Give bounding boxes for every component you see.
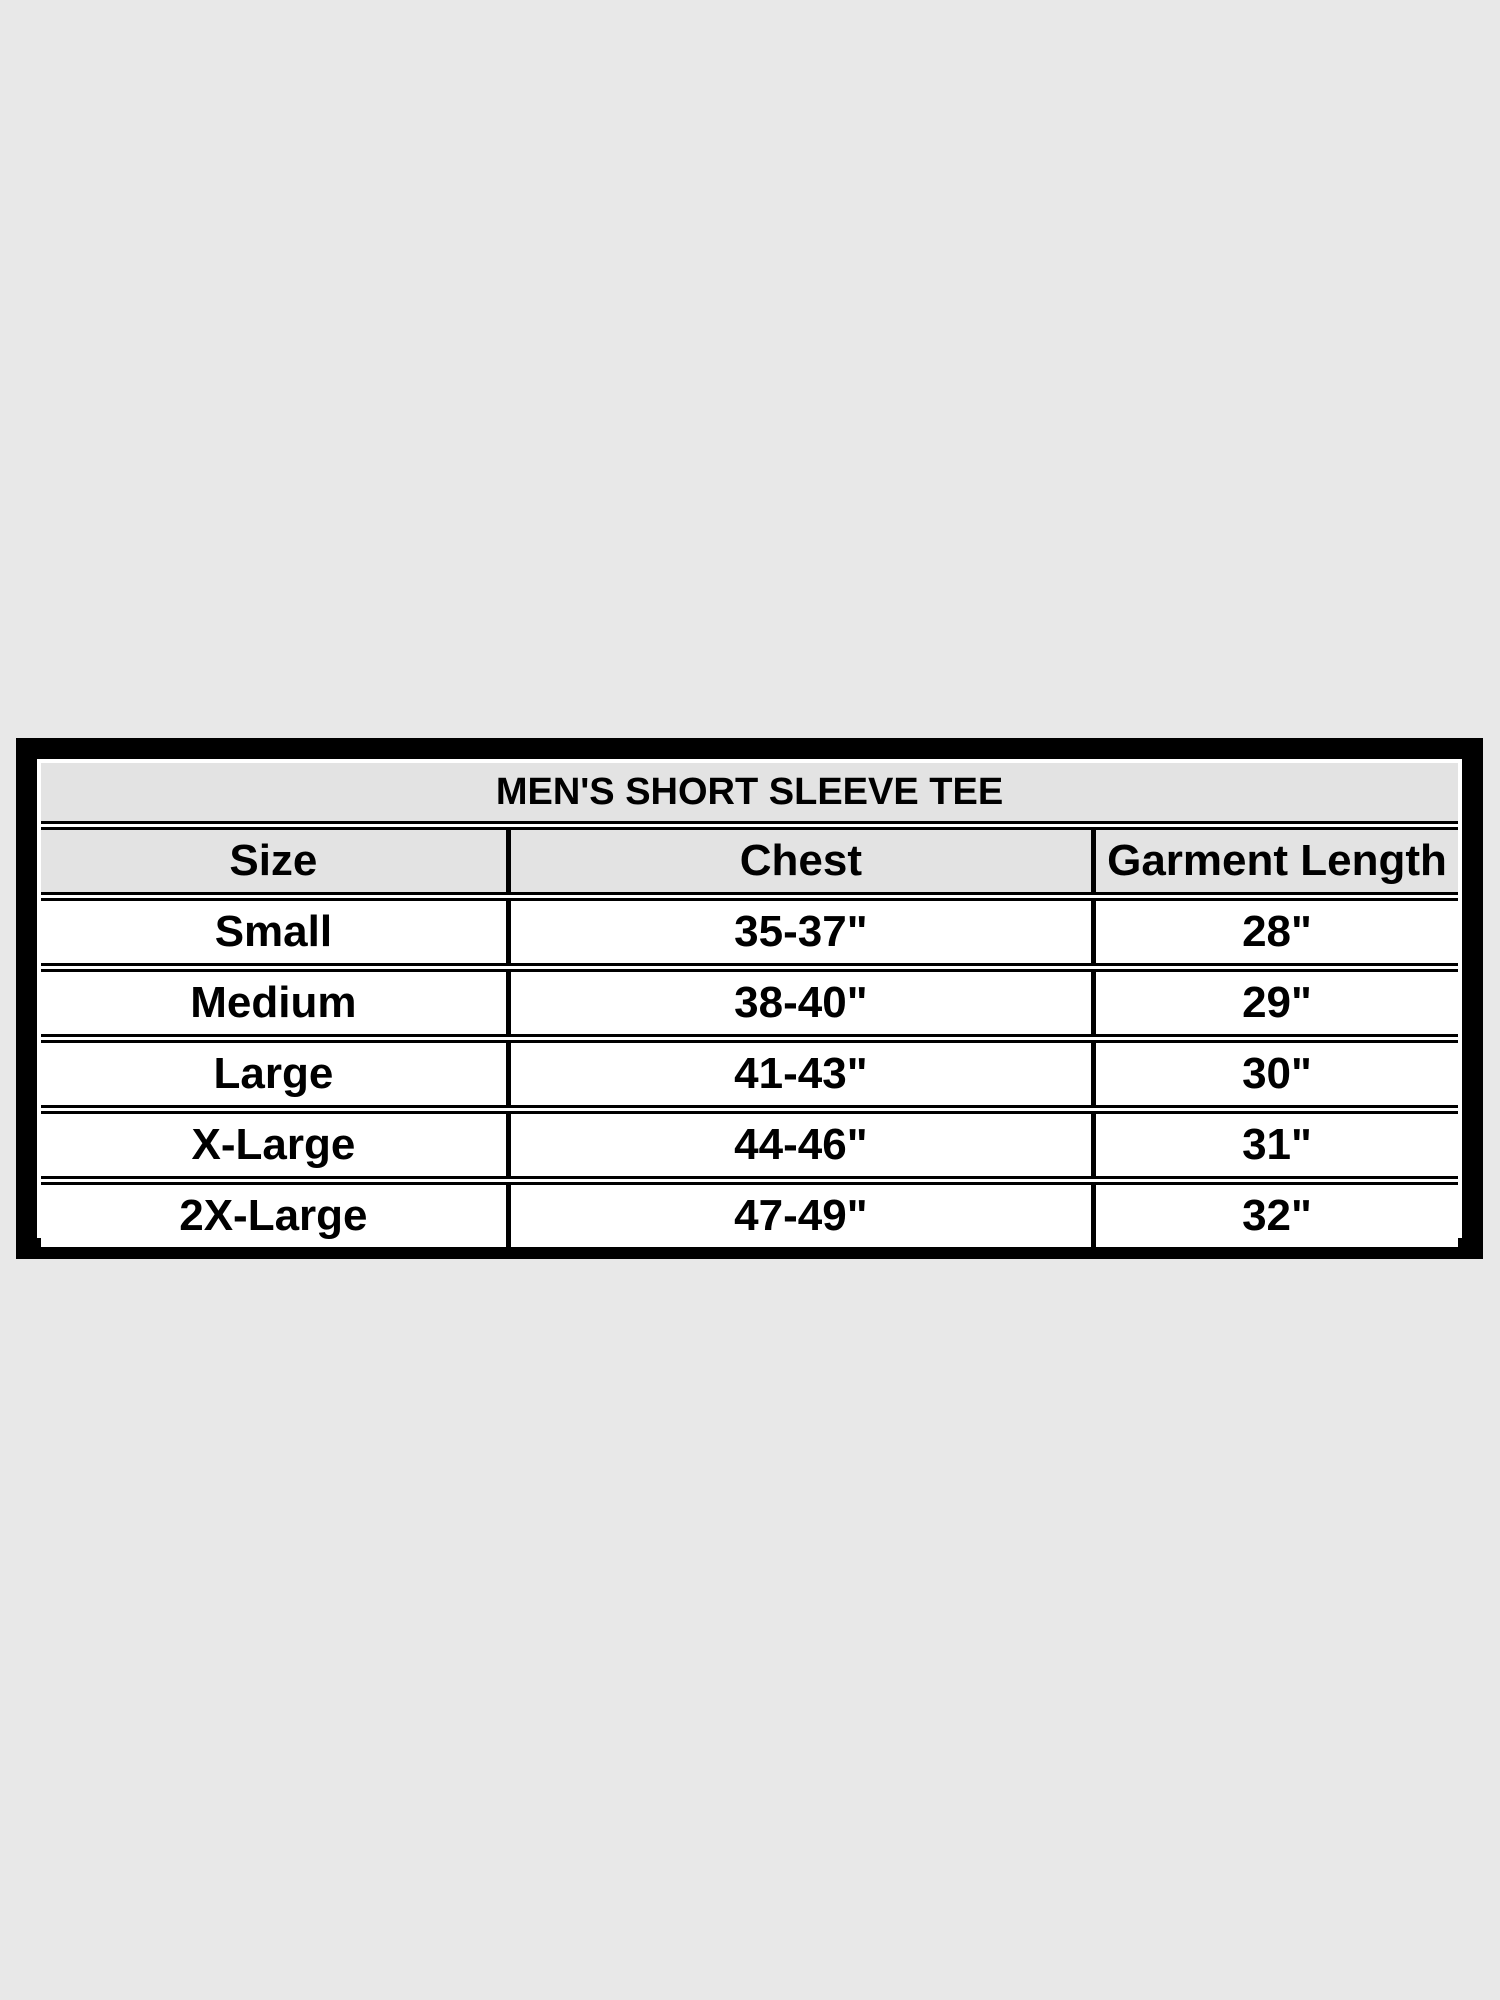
cell-size: 2X-Large — [41, 1182, 506, 1247]
table-row-medium: Medium 38-40" 29" — [41, 969, 1458, 1037]
cell-garment-length: 31" — [1090, 1111, 1458, 1179]
size-chart-title: MEN'S SHORT SLEEVE TEE — [41, 763, 1458, 824]
size-chart: MEN'S SHORT SLEEVE TEE Size Chest Garmen… — [41, 760, 1458, 1250]
cell-chest: 35-37" — [505, 898, 1091, 966]
cell-garment-length: 29" — [1090, 969, 1458, 1037]
title-row: MEN'S SHORT SLEEVE TEE — [41, 763, 1458, 824]
column-header-row: Size Chest Garment Length — [41, 827, 1458, 895]
cell-size: Medium — [41, 969, 506, 1037]
table-row-2x-large: 2X-Large 47-49" 32" — [41, 1182, 1458, 1247]
cell-garment-length: 28" — [1090, 898, 1458, 966]
size-chart-table: MEN'S SHORT SLEEVE TEE Size Chest Garmen… — [16, 738, 1483, 1259]
cell-size: Large — [41, 1040, 506, 1108]
cell-garment-length: 32" — [1090, 1182, 1458, 1247]
cell-size: Small — [41, 898, 506, 966]
column-header-size: Size — [41, 827, 506, 895]
cell-garment-length: 30" — [1090, 1040, 1458, 1108]
cell-chest: 44-46" — [505, 1111, 1091, 1179]
column-header-garment-length: Garment Length — [1090, 827, 1458, 895]
table-row-x-large: X-Large 44-46" 31" — [41, 1111, 1458, 1179]
cell-size: X-Large — [41, 1111, 506, 1179]
cell-chest: 38-40" — [505, 969, 1091, 1037]
cell-chest: 41-43" — [505, 1040, 1091, 1108]
cell-chest: 47-49" — [505, 1182, 1091, 1247]
table-row-large: Large 41-43" 30" — [41, 1040, 1458, 1108]
table-row-small: Small 35-37" 28" — [41, 898, 1458, 966]
column-header-chest: Chest — [505, 827, 1091, 895]
